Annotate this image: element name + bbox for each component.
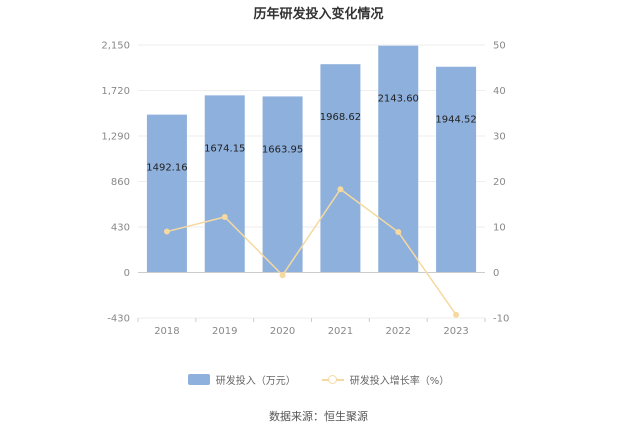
y-right-tick-label: 30 bbox=[493, 132, 506, 143]
y-right-tick-label: 50 bbox=[493, 41, 506, 52]
x-tick-label: 2018 bbox=[154, 326, 179, 337]
y-left-tick-label: 2,150 bbox=[101, 41, 130, 52]
x-tick-label: 2021 bbox=[328, 326, 353, 337]
y-right-tick-label: 20 bbox=[493, 177, 506, 188]
legend-item-bar[interactable]: 研发投入（万元） bbox=[187, 372, 296, 387]
x-tick-label: 2023 bbox=[443, 326, 468, 337]
bar-value-label: 1674.15 bbox=[204, 143, 245, 154]
y-left-tick-label: -430 bbox=[107, 314, 130, 325]
y-left-tick-label: 0 bbox=[124, 268, 130, 279]
bar bbox=[436, 66, 477, 273]
legend-item-line[interactable]: 研发投入增长率（%） bbox=[321, 372, 450, 387]
y-left-tick-label: 1,290 bbox=[101, 132, 130, 143]
x-tick-label: 2020 bbox=[270, 326, 295, 337]
y-left-tick-label: 430 bbox=[111, 223, 130, 234]
y-right-tick-label: 0 bbox=[493, 268, 499, 279]
legend-bar-label: 研发投入（万元） bbox=[215, 376, 296, 387]
legend-line-swatch bbox=[321, 374, 344, 385]
legend-line-label: 研发投入增长率（%） bbox=[349, 376, 450, 387]
y-right-tick-label: -10 bbox=[493, 314, 509, 325]
growth-line bbox=[166, 188, 457, 316]
bar bbox=[204, 95, 245, 273]
bar bbox=[320, 64, 361, 273]
chart-title: 历年研发投入变化情况 bbox=[253, 7, 384, 22]
growth-point bbox=[221, 213, 228, 220]
bar-value-label: 1944.52 bbox=[435, 115, 476, 126]
y-right-tick-label: 40 bbox=[493, 86, 506, 97]
bar-value-label: 2143.60 bbox=[378, 94, 419, 105]
source-note: 数据来源：恒生聚源 bbox=[269, 410, 368, 423]
bar-value-label: 1492.16 bbox=[146, 163, 187, 174]
y-left-tick-label: 860 bbox=[111, 177, 130, 188]
growth-point bbox=[163, 228, 170, 235]
legend: 研发投入（万元） 研发投入增长率（%） bbox=[0, 372, 637, 387]
growth-point bbox=[337, 186, 344, 193]
growth-point bbox=[453, 311, 460, 318]
x-tick-label: 2019 bbox=[212, 326, 237, 337]
bar bbox=[262, 96, 303, 273]
growth-point bbox=[279, 272, 286, 279]
growth-point bbox=[395, 229, 402, 236]
legend-bar-swatch bbox=[187, 374, 210, 385]
bar-value-label: 1663.95 bbox=[262, 144, 303, 155]
y-right-tick-label: 10 bbox=[493, 223, 506, 234]
bar bbox=[378, 45, 419, 273]
bar-value-label: 1968.62 bbox=[320, 112, 361, 123]
y-left-tick-label: 1,720 bbox=[101, 86, 130, 97]
x-tick-label: 2022 bbox=[386, 326, 411, 337]
bar bbox=[146, 114, 187, 273]
